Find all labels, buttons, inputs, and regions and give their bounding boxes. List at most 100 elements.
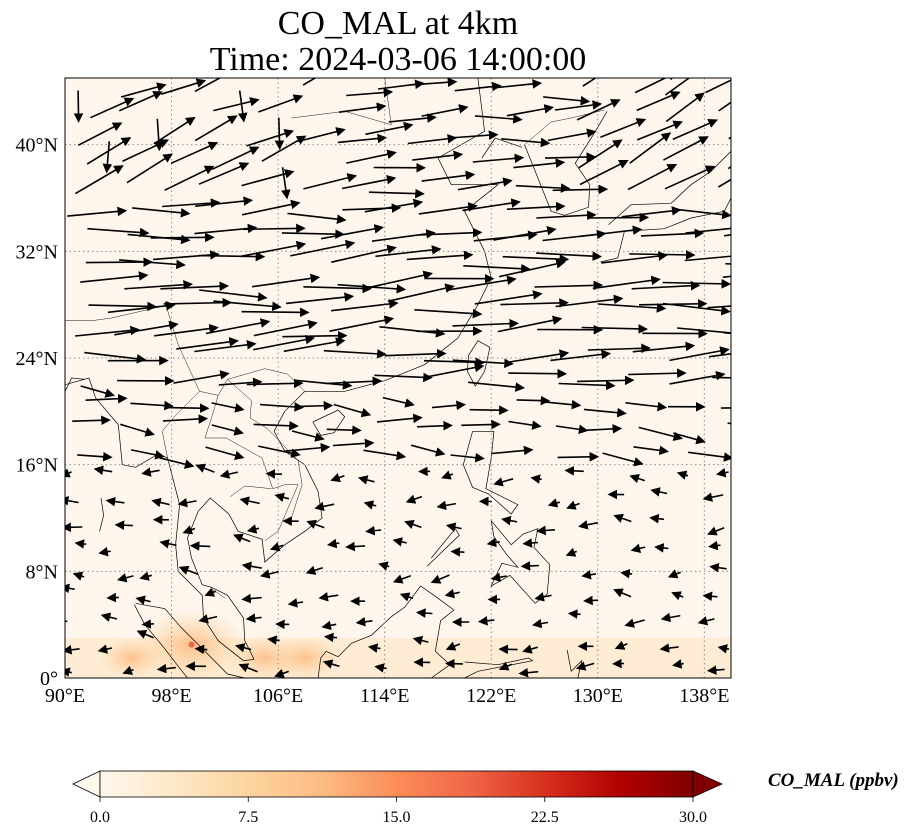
wind-arrow [430, 574, 450, 584]
wind-arrow [436, 500, 457, 511]
wind-arrow [269, 542, 284, 552]
wind-arrow [598, 303, 667, 313]
coastline [490, 520, 551, 604]
wind-arrow [303, 283, 373, 294]
wind-arrow [707, 526, 725, 536]
wind-arrow [287, 598, 304, 608]
wind-arrow [558, 380, 616, 391]
wind-arrow [638, 426, 684, 442]
chart-title-line2: Time: 2024-03-06 14:00:00 [209, 41, 587, 78]
wind-arrow [198, 162, 250, 185]
wind-arrow [176, 337, 239, 350]
wind-arrow [107, 301, 176, 314]
wind-arrow [631, 280, 701, 291]
wind-arrow [65, 468, 72, 478]
wind-arrow [237, 90, 248, 123]
wind-arrow [284, 442, 331, 453]
wind-arrow [119, 259, 186, 270]
wind-arrow [660, 612, 681, 623]
wind-arrow [87, 227, 150, 238]
colorbar-extend-high [692, 770, 723, 798]
wind-arrow [520, 561, 539, 571]
wind-arrow [332, 438, 375, 449]
coastline [133, 604, 188, 678]
wind-arrow [384, 348, 447, 359]
wind-arrow [151, 497, 170, 508]
wind-arrow [662, 302, 731, 316]
wind-arrow [564, 466, 584, 476]
wind-arrow [445, 641, 461, 651]
wind-arrow [177, 497, 197, 508]
wind-arrow [588, 212, 650, 223]
wind-arrow [718, 101, 731, 112]
wind-arrow [364, 198, 424, 213]
wind-arrow [211, 146, 260, 171]
wind-arrow [579, 159, 629, 186]
field-hotspot-peak [188, 641, 195, 648]
wind-arrow [253, 319, 318, 337]
wind-arrow [410, 78, 458, 88]
wind-arrow [213, 97, 260, 112]
wind-arrow [664, 78, 691, 96]
wind-arrow [419, 227, 483, 238]
wind-arrow [462, 198, 521, 212]
wind-arrow [141, 619, 155, 629]
wind-arrow [536, 210, 597, 221]
wind-arrow [421, 104, 469, 117]
wind-arrow [90, 97, 135, 119]
wind-arrow [379, 326, 446, 338]
wind-arrow [374, 663, 387, 673]
wind-arrow [85, 393, 128, 404]
wind-arrow [323, 632, 338, 643]
wind-arrow [667, 569, 681, 579]
wind-arrow [365, 121, 414, 136]
wind-arrow [320, 224, 384, 240]
wind-arrow [414, 308, 483, 319]
wind-arrow [80, 271, 149, 283]
wind-arrow [100, 612, 118, 622]
wind-arrow [345, 541, 366, 552]
coastline [464, 657, 534, 678]
wind-arrow [67, 206, 128, 217]
wind-arrow [613, 588, 632, 598]
wind-arrow [672, 119, 718, 141]
wind-arrow [141, 467, 160, 477]
wind-arrow [493, 477, 514, 487]
wind-arrow [543, 95, 591, 106]
wind-arrow [274, 668, 289, 678]
wind-arrow [469, 405, 509, 415]
wind-arrow [633, 445, 669, 456]
wind-arrow [727, 165, 731, 170]
wind-arrow [477, 616, 495, 626]
wind-arrow [120, 82, 167, 98]
wind-arrow [290, 239, 356, 257]
wind-arrow [550, 349, 612, 362]
wind-arrow [392, 537, 407, 547]
wind-arrow [182, 525, 196, 535]
wind-arrow [118, 90, 163, 112]
wind-arrow [80, 385, 115, 398]
country-border [291, 78, 392, 126]
wind-arrow [194, 78, 222, 93]
colorbar-tick-label: 30.0 [679, 809, 707, 826]
wind-arrow [376, 413, 423, 424]
field-hotspot [98, 637, 165, 678]
wind-arrow [578, 520, 598, 530]
wind-arrow [702, 492, 724, 502]
wind-arrow [717, 644, 730, 654]
wind-arrow [219, 469, 239, 479]
x-tick-label: 138°E [679, 685, 729, 707]
wind-arrow [260, 569, 279, 579]
wind-arrow [544, 152, 597, 162]
wind-arrow [305, 565, 323, 575]
wind-arrow [673, 208, 731, 220]
y-tick-label: 24°N [16, 348, 58, 370]
wind-arrow [74, 539, 87, 549]
wind-arrow [404, 519, 422, 529]
y-tick-label: 8°N [26, 561, 58, 583]
wind-arrow [725, 262, 731, 265]
colorbar-tick-label: 7.5 [238, 809, 258, 826]
wind-arrow [449, 130, 499, 140]
wind-arrow [583, 407, 627, 418]
colorbar-tick-label: 0.0 [90, 809, 110, 826]
